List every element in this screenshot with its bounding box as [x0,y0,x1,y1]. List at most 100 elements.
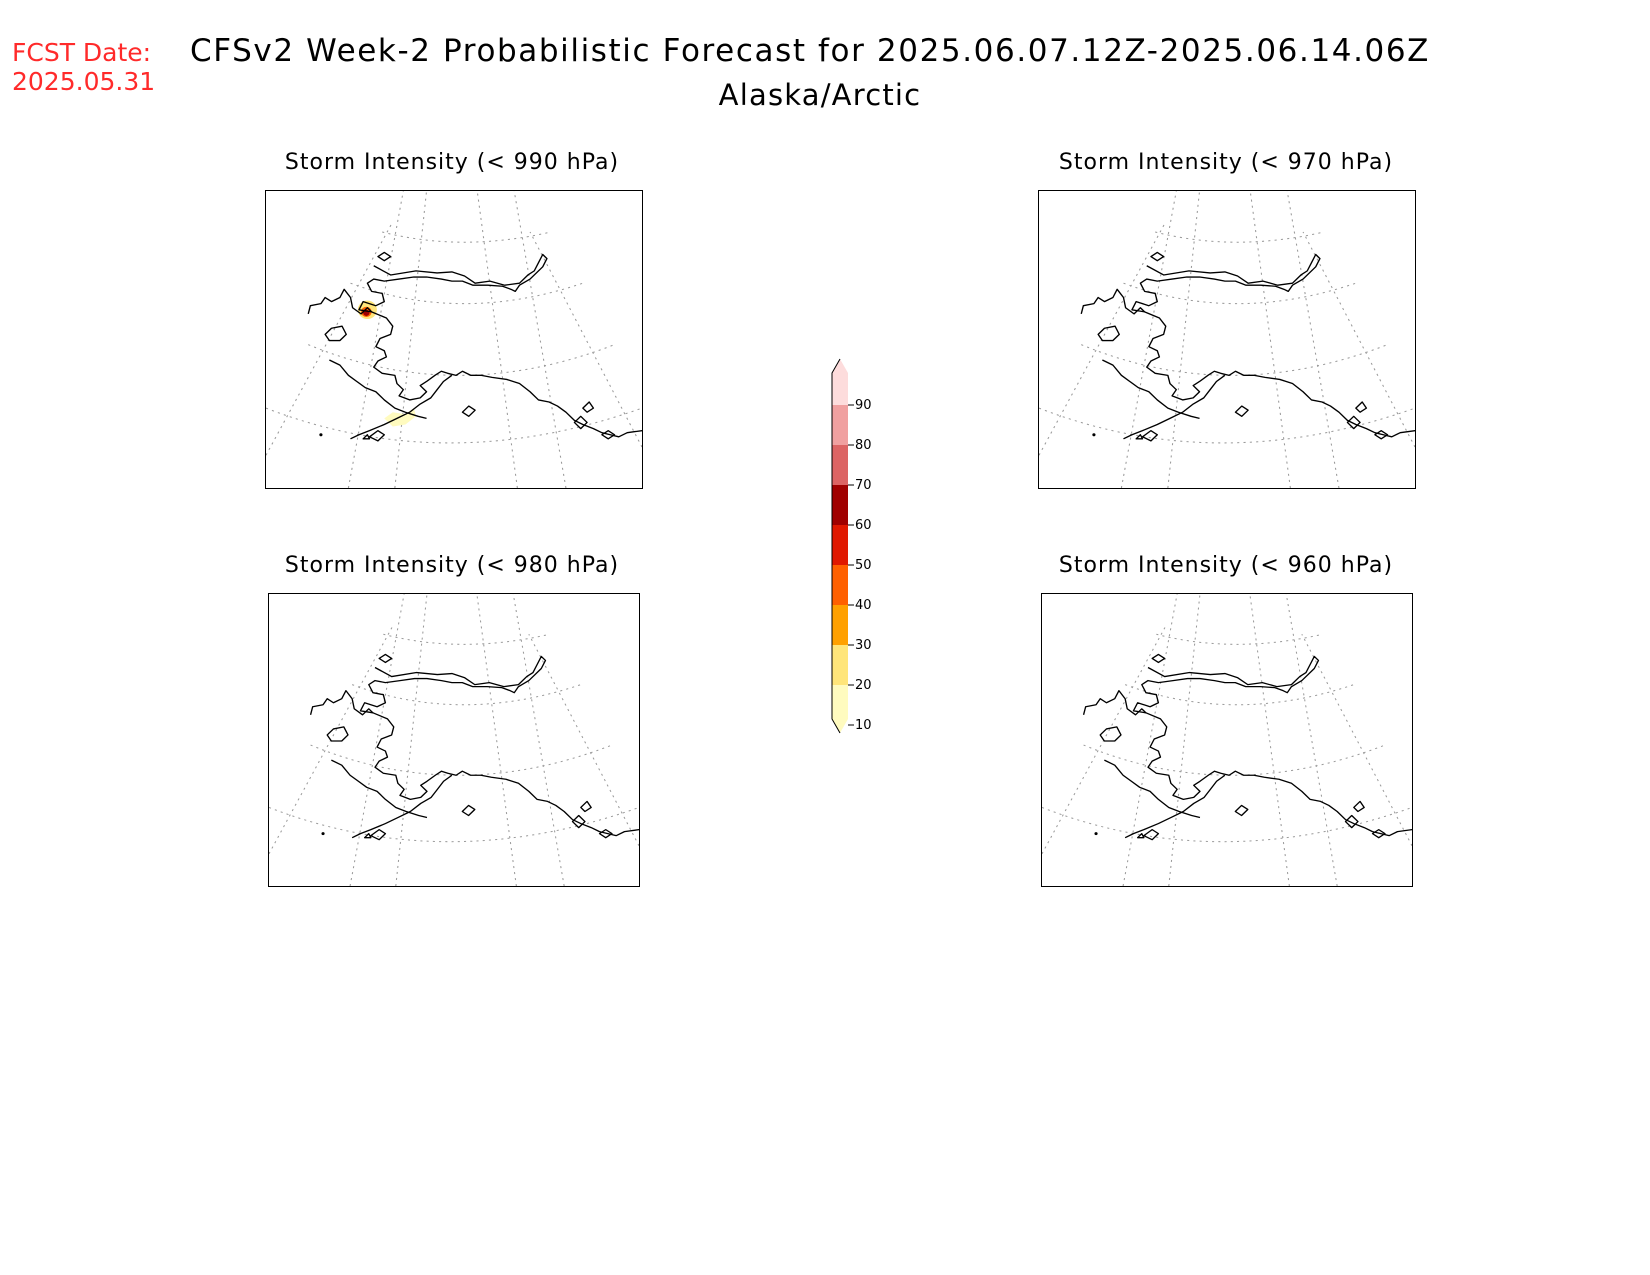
island-outline [601,429,616,440]
map-graticule [266,191,642,488]
graticule-line [512,594,565,886]
island-outline [1234,804,1249,817]
forecast-date-label: FCST Date: [12,38,152,67]
graticule-line [513,191,567,488]
map-svg [266,191,642,488]
colorbar-bin [832,565,848,605]
graticule-line [1249,594,1290,886]
graticule-line [269,623,395,855]
island-outline [362,434,371,440]
graticule-line [528,634,639,846]
graticule-line [1249,191,1291,488]
map-panel-970 [1038,190,1416,489]
graticule-line [351,684,581,706]
island-outline [461,405,476,417]
map-svg [1042,594,1412,886]
colorbar-bin [832,405,848,445]
graticule-line [383,633,550,645]
island-outline [1151,653,1166,664]
graticule-line [1123,282,1357,305]
colorbar-tick-label: 10 [855,718,872,733]
coastline [1082,653,1412,841]
graticule-line [1042,623,1168,855]
island-outline [1141,429,1158,442]
coastline-segment [1123,374,1226,440]
coastline [309,653,639,841]
graticule-line [395,594,428,886]
graticule-line [266,221,394,456]
graticule-line [1156,633,1323,645]
island-outline [324,325,347,342]
island-outline [1371,828,1386,839]
graticule-line [1039,221,1167,456]
graticule-line [1286,191,1340,488]
colorbar-bin [832,685,848,733]
panel-title-960: Storm Intensity (< 960 hPa) [1058,553,1394,578]
coastline-segment [1104,759,1201,819]
graticule-line [347,191,404,488]
colorbar-legend: 10 20 30 40 50 60 70 80 90 [831,358,872,734]
graticule-line [1168,594,1201,886]
island-outline [598,828,613,839]
map-panel-990 [265,190,643,489]
map-graticule [1039,191,1415,488]
graticule-line [1124,684,1354,706]
graticule-line [308,344,615,376]
island-outline [580,800,592,813]
panel-title-990: Storm Intensity (< 990 hPa) [284,150,620,175]
map-graticule [1042,594,1412,886]
page-title: CFSv2 Week-2 Probabilistic Forecast for … [190,33,1431,69]
colorbar-bin [832,525,848,565]
graticule-line [1301,634,1412,846]
coastline-segment [309,690,374,716]
graticule-line [349,594,405,886]
graticule-line [1155,231,1325,243]
graticule-line [266,407,642,444]
island-outline [461,804,476,817]
graticule-line [476,594,517,886]
page-subtitle: Alaska/Arctic [718,78,922,112]
colorbar-bin [832,445,848,485]
colorbar-tick-label: 80 [855,438,872,453]
graticule-line [1285,594,1338,886]
map-panel-980 [268,593,640,887]
island-outline [582,401,595,413]
map-svg [269,594,639,886]
map-graticule [269,594,639,886]
coastline-segment [1124,774,1226,839]
island-dot [321,832,325,836]
graticule-line [1039,407,1415,444]
graticule-line [529,231,642,448]
forecast-date: FCST Date: 2025.05.31 [12,38,155,96]
coastline-segment [1131,253,1415,438]
forecast-date-value: 2025.05.31 [12,67,156,96]
island-outline [1353,800,1365,813]
island-outline [326,726,349,742]
colorbar-bin [832,605,848,645]
coastline-segment [1082,690,1147,716]
colorbar-bin [832,485,848,525]
graticule-line [350,282,584,305]
island-outline [571,814,586,829]
island-outline [573,415,588,430]
island-outline [1135,434,1144,440]
island-outline [1136,832,1145,839]
coastline-segment [307,288,373,315]
graticule-line [269,806,639,843]
island-outline [1234,405,1249,417]
graticule-line [310,744,613,776]
graticule-line [1120,191,1177,488]
island-outline [370,828,387,841]
coastline [307,251,642,442]
map-panel-960 [1041,593,1413,887]
island-outline [363,832,372,839]
island-outline [1355,401,1368,413]
colorbar-bin [832,645,848,685]
graticule-line [394,191,428,488]
island-outline [1374,429,1389,440]
coastline-segment [329,359,427,420]
island-outline [368,429,385,442]
coastline [1080,251,1415,442]
panel-title-980: Storm Intensity (< 980 hPa) [284,553,620,578]
graticule-line [1081,344,1388,376]
